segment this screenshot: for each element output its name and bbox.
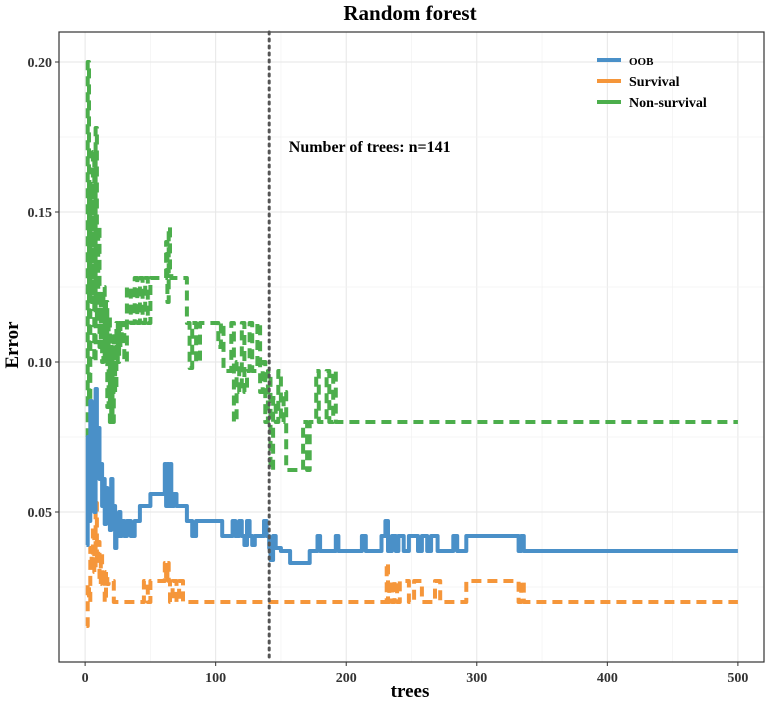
series-line-survival xyxy=(85,501,738,628)
y-tick-label: 0.20 xyxy=(28,56,53,71)
y-tick-label: 0.05 xyxy=(28,506,53,521)
y-axis-ticks: 0.05 0.10 0.15 0.20 xyxy=(28,56,59,521)
series-line-oob xyxy=(85,387,738,565)
y-axis-title: Error xyxy=(2,321,23,369)
legend-label: Non-survival xyxy=(629,96,707,111)
chart-title: Random forest xyxy=(343,1,476,25)
legend: OOB Survival Non-survival xyxy=(597,56,707,111)
legend-label: OOB xyxy=(629,56,654,68)
grid xyxy=(59,32,764,662)
plot-panel xyxy=(58,31,765,663)
series-line-non-survival xyxy=(85,60,738,472)
annotation-text: Number of trees: n=141 xyxy=(289,139,451,156)
x-tick-label: 400 xyxy=(597,671,618,686)
legend-label: Survival xyxy=(629,75,680,90)
x-axis-ticks: 0 100 200 300 400 500 xyxy=(82,662,748,686)
x-tick-label: 100 xyxy=(205,671,226,686)
x-tick-label: 0 xyxy=(82,671,89,686)
x-tick-label: 500 xyxy=(727,671,748,686)
series-layer xyxy=(85,60,738,628)
x-axis-title: trees xyxy=(391,681,430,701)
x-tick-label: 200 xyxy=(336,671,357,686)
y-tick-label: 0.15 xyxy=(28,206,53,221)
y-tick-label: 0.10 xyxy=(28,356,53,371)
x-tick-label: 300 xyxy=(466,671,487,686)
